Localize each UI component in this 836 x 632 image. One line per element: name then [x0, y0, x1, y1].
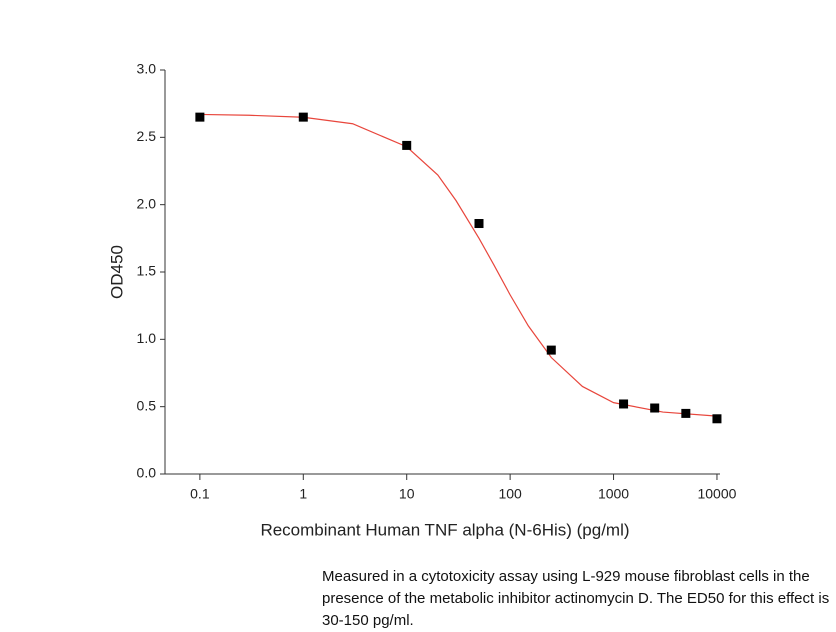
data-point	[195, 112, 205, 122]
data-point	[402, 140, 412, 150]
x-tick-label: 1000	[598, 486, 629, 502]
data-point	[474, 219, 484, 229]
data-point	[712, 414, 722, 424]
data-point	[619, 399, 629, 409]
y-tick-label: 1.5	[137, 263, 157, 279]
y-axis-label: OD450	[107, 245, 126, 299]
data-point	[298, 112, 308, 122]
x-tick-label: 0.1	[190, 486, 210, 502]
page: {"chart_data": {"type": "scatter", "xlab…	[107, 60, 830, 629]
fit-curve	[199, 113, 718, 417]
caption: Measured in a cytotoxicity assay using L…	[322, 568, 830, 629]
x-axis-label: Recombinant Human TNF alpha (N-6His) (pg…	[260, 520, 629, 539]
x-tick-label: 1	[299, 486, 307, 502]
y-tick-label: 1.0	[137, 330, 157, 346]
y-tick-label: 2.5	[137, 128, 157, 144]
data-point	[546, 345, 556, 355]
y-tick-label: 0.0	[137, 465, 157, 481]
chart: OD450 Recombinant Human TNF alpha (N-6Hi…	[107, 61, 736, 540]
data-point	[681, 408, 691, 418]
x-tick-label: 10	[399, 486, 415, 502]
x-tick-label: 100	[498, 486, 522, 502]
data-point	[650, 403, 660, 413]
y-tick-label: 2.0	[137, 195, 157, 211]
x-tick-label: 10000	[697, 486, 736, 502]
y-tick-label: 0.5	[137, 397, 157, 413]
y-tick-label: 3.0	[137, 61, 157, 77]
